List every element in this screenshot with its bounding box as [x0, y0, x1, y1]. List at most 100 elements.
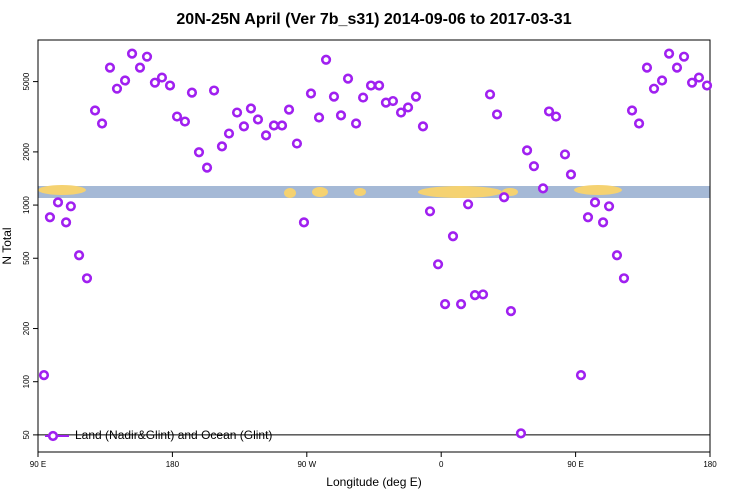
y-tick-label: 500: [22, 251, 31, 265]
point: [663, 48, 675, 59]
point: [641, 62, 653, 73]
x-tick-label: 90 E: [567, 460, 583, 469]
point: [395, 107, 407, 118]
point: [469, 290, 481, 301]
y-tick-label: 50: [22, 430, 31, 439]
point: [357, 92, 369, 103]
y-tick-label: 5000: [22, 72, 31, 90]
point: [603, 201, 615, 212]
point: [432, 259, 444, 270]
point: [313, 112, 325, 123]
point: [565, 169, 577, 180]
x-tick-label: 90 E: [30, 460, 46, 469]
point: [693, 72, 705, 83]
point: [611, 250, 623, 261]
point: [484, 89, 496, 100]
point: [550, 111, 562, 122]
point: [44, 212, 56, 223]
point: [350, 118, 362, 129]
point: [597, 217, 609, 228]
point: [447, 231, 459, 242]
point: [671, 62, 683, 73]
point: [686, 77, 698, 88]
x-tick-label: 180: [166, 460, 180, 469]
point: [521, 145, 533, 156]
point: [575, 369, 587, 381]
point: [96, 118, 108, 129]
point: [126, 48, 138, 59]
y-tick-label: 200: [22, 321, 31, 335]
point: [111, 83, 123, 94]
point: [65, 201, 76, 212]
point: [505, 306, 517, 317]
point: [417, 121, 429, 132]
point: [141, 51, 153, 62]
point: [119, 75, 131, 86]
y-tick-label: 2000: [22, 142, 31, 160]
point: [89, 105, 101, 116]
point: [559, 149, 571, 160]
point: [335, 110, 347, 121]
point: [589, 197, 601, 208]
point: [537, 183, 549, 194]
point: [156, 72, 168, 83]
point: [283, 104, 295, 115]
point: [455, 299, 467, 310]
point: [498, 192, 510, 203]
point: [164, 80, 176, 91]
y-tick-label: 100: [22, 374, 31, 388]
y-axis-label: N Total: [0, 227, 14, 264]
x-tick-label: 90 W: [297, 460, 316, 469]
point: [60, 217, 72, 228]
point: [633, 118, 645, 129]
point: [701, 80, 713, 91]
point: [515, 428, 527, 439]
x-tick-label: 0: [439, 460, 444, 469]
point: [268, 120, 280, 131]
point: [216, 141, 228, 152]
chart-title: 20N-25N April (Ver 7b_s31) 2014-09-06 to…: [176, 11, 571, 28]
point: [618, 273, 630, 284]
point: [81, 273, 93, 284]
point: [223, 128, 235, 139]
point: [193, 147, 205, 158]
legend-label: Land (Nadir&Glint) and Ocean (Glint): [75, 428, 272, 442]
point: [648, 83, 660, 94]
point: [528, 161, 540, 172]
point: [252, 114, 264, 125]
point: [171, 111, 183, 122]
map-strip: [38, 185, 710, 198]
point: [291, 138, 303, 149]
x-axis-label: Longitude (deg E): [326, 475, 421, 489]
point: [320, 54, 332, 65]
point: [238, 121, 250, 132]
point: [52, 197, 64, 208]
point: [491, 109, 503, 120]
point: [208, 85, 220, 96]
plot-frame: [37, 39, 711, 453]
legend-marker: [47, 430, 59, 442]
point: [73, 250, 85, 261]
point: [462, 199, 474, 210]
point: [245, 103, 257, 114]
point: [201, 162, 213, 173]
point: [134, 62, 146, 73]
point: [365, 80, 377, 91]
point: [477, 289, 489, 300]
point: [424, 206, 436, 217]
point: [149, 77, 161, 88]
y-tick-label: 1000: [22, 196, 31, 214]
point: [402, 102, 414, 113]
point: [410, 91, 422, 102]
point: [439, 299, 451, 310]
point: [260, 130, 272, 141]
point: [387, 95, 399, 107]
point: [373, 80, 385, 91]
point: [104, 62, 116, 73]
point: [276, 120, 288, 131]
point: [186, 87, 198, 98]
point: [328, 91, 340, 102]
point: [582, 212, 594, 223]
point: [179, 116, 191, 127]
point: [298, 217, 310, 228]
